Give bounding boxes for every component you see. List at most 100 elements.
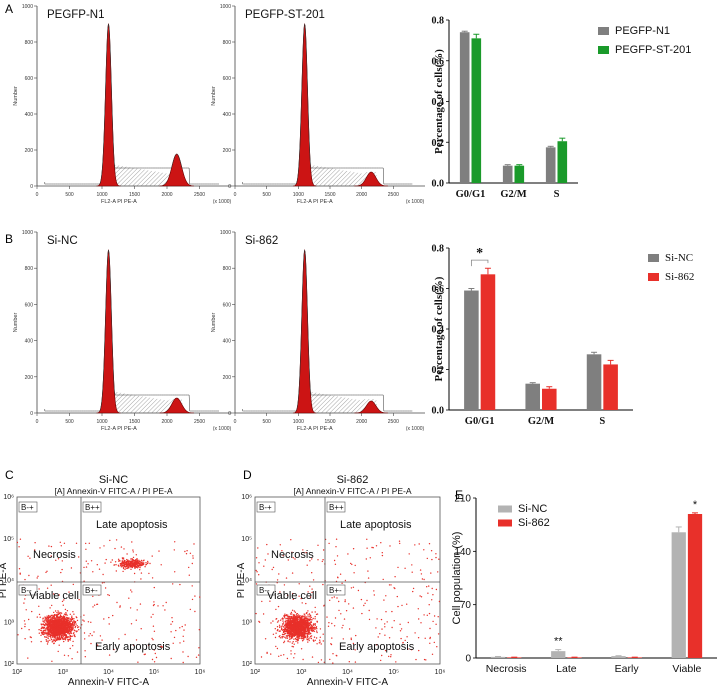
scatter-point — [87, 563, 89, 565]
scatter-point — [308, 631, 310, 633]
scatter-point — [291, 642, 293, 644]
scatter-point — [322, 583, 324, 586]
scatter-point — [316, 621, 319, 623]
scatter-point — [298, 583, 300, 585]
scatter-point — [50, 630, 52, 632]
scatter-point — [50, 634, 52, 636]
scatter-point — [282, 626, 285, 628]
scatter-point — [282, 620, 284, 622]
scatter-point — [17, 634, 19, 636]
scatter-point — [40, 634, 42, 637]
y-tick-label: 0 — [228, 411, 231, 417]
bar — [567, 657, 582, 658]
bar — [507, 657, 522, 658]
scatter-point — [72, 621, 74, 623]
x-axis-unit: (x 1000) — [213, 426, 232, 432]
histogram-g2-peak — [354, 400, 388, 414]
scatter-point — [294, 617, 296, 619]
scatter-point — [412, 590, 414, 593]
scatter-point — [58, 644, 60, 646]
scatter-point — [53, 642, 55, 645]
scatter-point — [300, 648, 303, 650]
scatter-point — [431, 653, 434, 655]
scatter-point — [54, 628, 56, 630]
scatter-point — [342, 638, 344, 640]
scatter-point — [52, 635, 54, 638]
scatter-point — [308, 639, 310, 642]
scatter-point — [430, 550, 433, 552]
scatter-point — [375, 545, 378, 547]
scatter-point — [266, 652, 268, 654]
scatter-point — [285, 614, 288, 616]
scatter-point — [419, 569, 422, 571]
scatter-point — [290, 650, 292, 652]
scatter-point — [307, 641, 309, 643]
scatter-point — [65, 612, 67, 614]
x-tick-label: 2500 — [388, 192, 399, 198]
panel-letter-e: E — [455, 488, 463, 502]
scatter-point — [288, 624, 290, 627]
scatter-point — [24, 598, 26, 600]
scatter-point — [60, 571, 62, 574]
scatter-point — [276, 579, 279, 581]
scatter-point — [154, 652, 156, 655]
scatter-point — [152, 625, 155, 627]
scatter-point — [60, 545, 62, 547]
x-tick-label: 10⁵ — [388, 669, 399, 676]
scatter-point — [304, 637, 306, 639]
scatter-point — [283, 641, 285, 644]
scatter-point — [64, 608, 67, 611]
y-tick-label: 600 — [25, 76, 34, 82]
scatter-point — [71, 615, 73, 617]
scatter-point — [164, 609, 166, 611]
scatter-point — [297, 630, 299, 633]
scatter-point — [64, 631, 67, 634]
scatter-point — [18, 546, 20, 548]
scatter-point — [302, 631, 305, 633]
scatter-point — [27, 657, 29, 659]
scatter-point — [313, 636, 316, 638]
scatter-point — [285, 621, 287, 623]
scatter-point — [104, 587, 107, 589]
scatter-point — [115, 564, 117, 566]
scatter-point — [312, 639, 314, 641]
scatter-point — [140, 578, 142, 580]
scatter-point — [194, 595, 196, 597]
scatter-point — [53, 616, 55, 618]
scatter-point — [50, 619, 53, 621]
scatter-point — [297, 614, 300, 616]
scatter-point — [414, 632, 416, 634]
scatter-point — [47, 641, 49, 643]
scatter-point — [137, 661, 139, 663]
scatter-point — [295, 616, 297, 618]
scatter-point — [48, 545, 50, 547]
significance-bracket — [470, 259, 489, 267]
scatter-point — [113, 564, 116, 566]
scatter-point — [269, 600, 271, 602]
scatter-point — [188, 566, 190, 569]
scatter-point — [121, 561, 123, 564]
scatter-point — [67, 622, 69, 624]
scatter-point — [24, 623, 26, 625]
scatter-point — [292, 598, 294, 600]
x-axis-label: FL2-A PI PE-A — [297, 426, 333, 432]
x-tick-label: 0 — [36, 192, 39, 198]
quadrant-ll-label-box — [18, 584, 38, 596]
region-late: Late apoptosis — [340, 519, 412, 531]
x-tick-label: 2000 — [161, 192, 172, 198]
scatter-point — [282, 617, 284, 619]
scatter-point — [64, 620, 66, 622]
scatter-point — [63, 615, 65, 617]
scatter-point — [281, 629, 284, 631]
x-axis-unit: (x 1000) — [213, 199, 232, 205]
scatter-point — [348, 661, 350, 663]
scatter-point — [146, 562, 149, 565]
region-early: Early apoptosis — [339, 641, 415, 653]
scatter-point — [293, 657, 295, 659]
scatter-point — [281, 636, 284, 638]
scatter-point — [398, 540, 401, 542]
scatter-point — [134, 563, 136, 565]
scatter-point — [299, 631, 301, 633]
x-axis-label: FL2-A PI PE-A — [297, 199, 333, 205]
scatter-point — [132, 644, 135, 646]
